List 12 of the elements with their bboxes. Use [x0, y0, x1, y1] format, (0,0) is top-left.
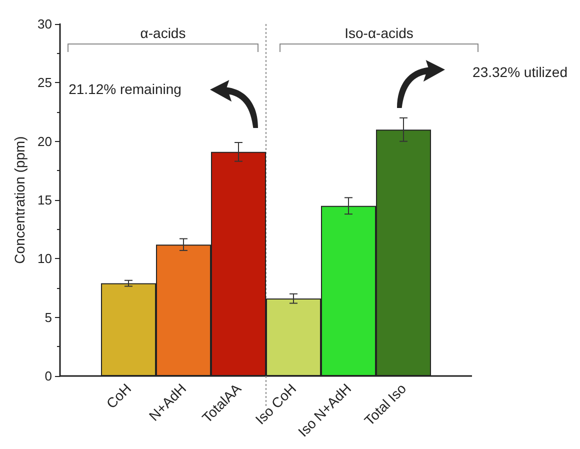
annotation: Iso-α-acids	[344, 25, 414, 41]
annotation: α-acids	[140, 25, 186, 41]
y-tick-label: 20	[38, 134, 52, 149]
y-tick-label: 10	[38, 251, 52, 266]
y-tick-label: 0	[44, 368, 52, 384]
annotation: 21.12% remaining	[68, 81, 182, 97]
y-tick-label: 5	[44, 310, 52, 325]
y-tick-label: 15	[38, 192, 52, 208]
text: 23.32% utilized	[472, 64, 568, 80]
y-tick-label: 25	[38, 75, 52, 90]
y-tick-label: 30	[38, 16, 52, 32]
y-axis-title: Concentration (ppm)	[12, 136, 28, 264]
